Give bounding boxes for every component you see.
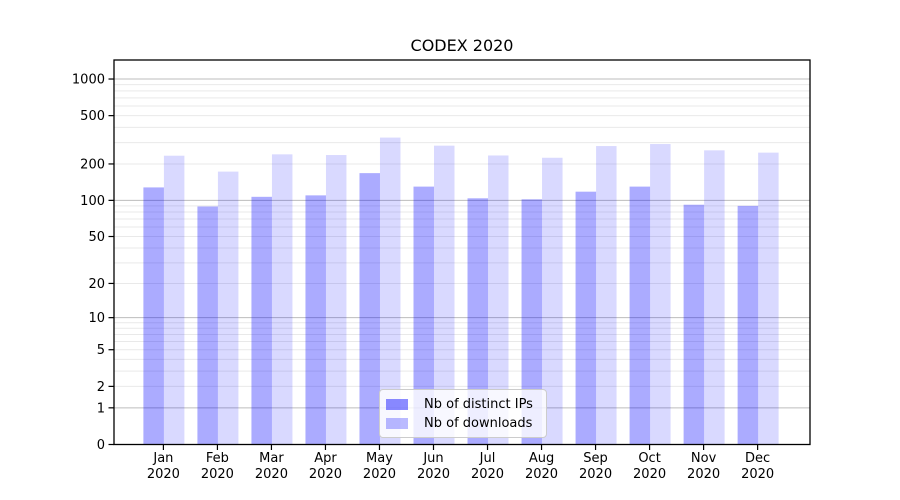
x-tick-label: Dec 2020 — [741, 451, 774, 482]
bar — [575, 191, 597, 445]
bar — [683, 204, 705, 445]
bar — [467, 198, 489, 445]
x-tick-label: May 2020 — [363, 451, 396, 482]
x-tick-label: Oct 2020 — [633, 451, 666, 482]
gridlines — [114, 78, 810, 409]
legend-label-distinct-ips: Nb of distinct IPs — [424, 396, 533, 412]
y-tick-label: 5 — [97, 343, 105, 358]
y-tick-label: 20 — [88, 277, 105, 292]
bar — [197, 206, 218, 445]
x-tick-label: Mar 2020 — [255, 451, 288, 482]
bar — [325, 155, 347, 445]
bars-distinct-ips — [143, 173, 759, 445]
bar — [488, 155, 509, 445]
legend: Nb of distinct IPs Nb of downloads — [379, 389, 547, 438]
x-tick-label: Aug 2020 — [525, 451, 558, 482]
y-tick-label: 2 — [97, 380, 105, 395]
legend-label-downloads: Nb of downloads — [424, 415, 533, 431]
x-tick-label: Sep 2020 — [579, 451, 612, 482]
y-tick-label: 50 — [88, 230, 105, 245]
bar — [379, 137, 401, 445]
x-tick-label: Apr 2020 — [309, 451, 342, 482]
plot-border — [113, 59, 811, 446]
bar — [305, 195, 326, 445]
x-tick-label: Jul 2020 — [471, 451, 504, 482]
bar — [413, 186, 434, 445]
bar — [163, 155, 185, 445]
bar — [521, 199, 543, 445]
bar — [251, 196, 272, 445]
y-tick-label: 10 — [88, 311, 105, 326]
bar — [737, 205, 759, 445]
bar — [143, 187, 164, 445]
bar — [596, 146, 617, 445]
legend-item-distinct-ips: Nb of distinct IPs — [386, 396, 536, 412]
bar — [542, 157, 563, 445]
x-tick-label: Jan 2020 — [147, 451, 180, 482]
x-tick-label: Feb 2020 — [201, 451, 234, 482]
bar — [629, 186, 651, 445]
y-tick-label: 500 — [80, 109, 105, 124]
y-tick-label: 1 — [97, 401, 105, 416]
chart-title: CODEX 2020 — [410, 36, 514, 55]
bar — [704, 150, 725, 445]
bar — [650, 144, 671, 445]
y-tick-label: 200 — [80, 157, 105, 172]
bar — [758, 152, 779, 445]
bar — [217, 171, 239, 445]
y-axis: 0 1 2 5 10 20 50 100 200 500 1000 — [72, 73, 114, 453]
y-tick-label: 100 — [80, 194, 105, 209]
y-tick-label: 1000 — [72, 73, 105, 88]
x-axis: Jan 2020 Feb 2020 Mar 2020 Apr 2020 May 2020 Jun 20… — [147, 444, 774, 482]
legend-item-downloads: Nb of downloads — [386, 415, 536, 431]
bar — [434, 145, 455, 445]
x-tick-label: Jun 2020 — [417, 451, 450, 482]
bar — [359, 173, 380, 445]
y-tick-label: 0 — [97, 438, 105, 453]
legend-swatch-distinct-ips — [386, 398, 408, 410]
bar — [271, 154, 293, 445]
legend-swatch-downloads — [386, 417, 408, 429]
x-tick-label: Nov 2020 — [687, 451, 720, 482]
bars-downloads — [163, 137, 779, 445]
